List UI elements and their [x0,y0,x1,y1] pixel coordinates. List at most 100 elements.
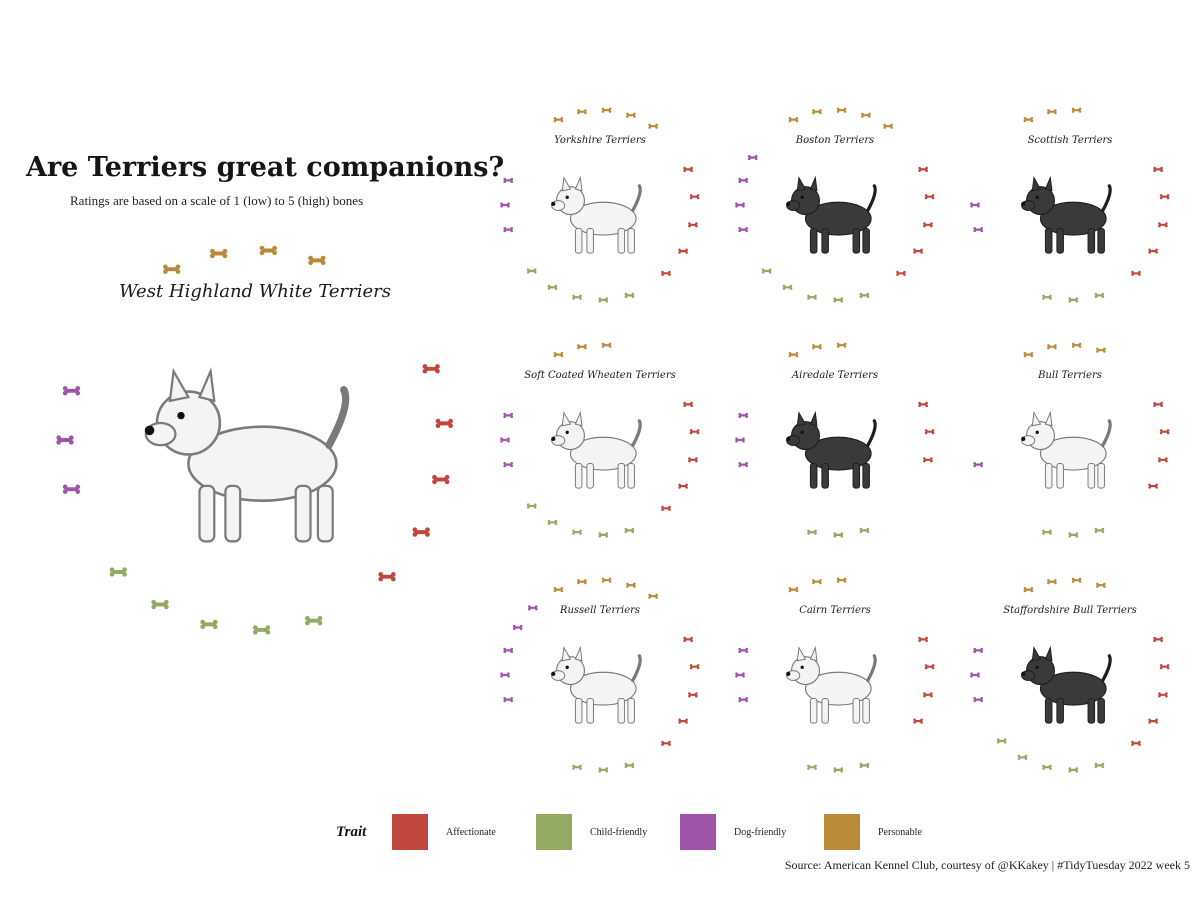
bone-affectionate [913,248,923,254]
bone-child [1068,532,1079,538]
breed-name: Airedale Terriers [791,370,878,381]
legend-label-dog: Dog-friendly [734,826,787,838]
bone-affectionate [1148,718,1158,724]
bone-dog [62,386,81,396]
bone-dog [738,412,748,418]
bone-personable [1023,587,1034,593]
bone-personable [626,582,636,588]
bone-child [598,767,609,773]
bone-dog [970,202,980,208]
bone-dog [56,435,74,445]
bone-dog [503,697,513,703]
legend-swatch-affectionate [392,814,428,850]
bone-child [572,529,582,535]
breed-group: Yorkshire Terriers [500,107,700,303]
bone-dog [503,227,513,233]
legend-label-child: Child-friendly [590,826,648,838]
bone-personable [626,112,636,118]
bone-personable [1071,342,1082,348]
dog-illustration [144,366,350,543]
bone-child [305,616,323,626]
bone-affectionate [923,692,933,698]
bone-child [859,292,870,298]
breed-name: Soft Coated Wheaten Terriers [524,370,675,381]
bone-personable [553,587,564,593]
bone-child [526,268,537,274]
bone-child [624,292,635,298]
bone-personable [259,245,277,256]
breed-group: Soft Coated Wheaten Terriers [500,342,700,538]
bone-affectionate [661,740,671,746]
bone-affectionate [1158,222,1168,228]
bone-dog [973,462,983,468]
bone-child [572,764,582,770]
bone-affectionate [688,457,698,463]
bone-personable [788,587,799,593]
bone-child [859,762,870,768]
bone-child [859,527,870,533]
bone-personable [601,342,612,348]
breed-group: Boston Terriers [735,107,935,303]
bone-dog [503,462,513,468]
bone-personable [1047,579,1057,585]
breed-group: Staffordshire Bull Terriers [970,577,1170,773]
bone-personable [577,579,587,585]
bone-personable [163,264,181,274]
bone-affectionate [435,418,453,429]
bone-dog [738,177,748,183]
breed-name: Boston Terriers [795,135,875,146]
breed-name: Staffordshire Bull Terriers [1003,605,1137,616]
bone-child [833,767,844,773]
bone-affectionate [678,483,688,489]
bone-affectionate [661,505,671,511]
bone-dog [973,227,983,233]
bone-dog [735,672,745,678]
breed-group: Cairn Terriers [735,577,935,773]
bone-dog [973,647,983,653]
bone-dog [503,647,513,653]
bone-personable [577,109,587,115]
bone-personable [788,117,799,123]
bone-affectionate [1131,740,1141,746]
legend-item-child: Child-friendly [536,814,660,850]
breed-name: Yorkshire Terriers [554,135,646,146]
bone-affectionate [683,636,693,642]
bone-child [572,294,582,300]
bone-personable [836,577,847,583]
bone-personable [553,352,564,358]
bone-personable [861,112,871,118]
bone-personable [1071,107,1082,113]
bone-affectionate [432,474,450,485]
bone-child [200,619,218,630]
bone-personable [210,248,228,259]
dog-illustration [786,410,877,489]
bone-personable [812,109,822,115]
bone-dog [973,697,983,703]
legend-swatch-personable [824,814,860,850]
bone-affectionate [689,664,700,670]
bone-child [598,297,609,303]
legend-swatch-child [536,814,572,850]
chart-subtitle: Ratings are based on a scale of 1 (low) … [70,193,364,208]
bone-affectionate [661,270,671,276]
breed-group: Scottish Terriers [970,107,1170,303]
bone-affectionate [924,194,935,200]
bone-personable [1047,109,1057,115]
bone-affectionate [378,572,396,582]
bone-child [1068,297,1079,303]
bone-personable [577,344,587,350]
breed-group: West Highland White Terriers [56,245,453,635]
legend-label-personable: Personable [878,826,922,838]
bone-affectionate [689,194,700,200]
legend-title: Trait [336,823,367,840]
bone-affectionate [1153,166,1163,172]
breed-name: Russell Terriers [559,605,640,616]
dog-illustration [551,645,642,724]
bone-affectionate [1153,401,1163,407]
bone-child [1042,294,1052,300]
bone-child [624,527,635,533]
bone-child [624,762,635,768]
chart-title: Are Terriers great companions? [26,152,505,183]
